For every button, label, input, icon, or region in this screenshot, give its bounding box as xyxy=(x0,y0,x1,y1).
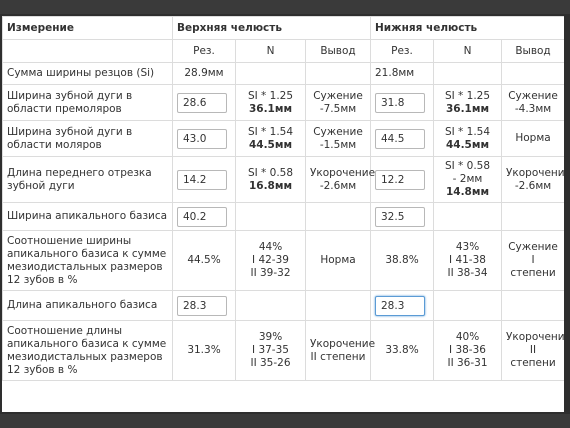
lower-conclusion: Сужение -4.3мм xyxy=(500,84,564,121)
upper-result: 28.9мм xyxy=(172,62,236,85)
lower-norm: SI * 1.54 44.5мм xyxy=(433,120,502,157)
upper-apical-length-input[interactable] xyxy=(177,295,227,316)
subheader-upper-n: N xyxy=(235,39,306,63)
lower-norm: 40% I 38-36 II 36-31 xyxy=(433,320,502,381)
upper-norm: 39% I 37-35 II 35-26 xyxy=(235,320,306,381)
table-row: Ширина зубной дуги в области премоляров … xyxy=(2,84,564,121)
lower-norm: 43% I 41-38 II 38-34 xyxy=(433,230,502,291)
lower-molar-input[interactable] xyxy=(375,128,425,149)
lower-conclusion: Норма xyxy=(500,120,564,157)
upper-conclusion: Укорочение II степени xyxy=(305,320,375,381)
upper-conclusion: Сужение -7.5мм xyxy=(305,84,371,121)
lower-apical-width-input[interactable] xyxy=(375,206,425,227)
row-label: Ширина зубной дуги в области моляров xyxy=(2,120,173,157)
lower-premolar-input[interactable] xyxy=(375,92,425,113)
window-frame: Измерение Верхняя челюсть Нижняя челюсть… xyxy=(0,14,570,414)
row-label: Ширина апикального базиса xyxy=(2,202,173,231)
table-row: Длина переднего отрезка зубной дуги SI *… xyxy=(2,156,564,203)
row-label: Сумма ширины резцов (Si) xyxy=(2,62,173,85)
measurement-table: Измерение Верхняя челюсть Нижняя челюсть… xyxy=(2,16,564,381)
subheader-lower-n: N xyxy=(433,39,502,63)
header-row: Измерение Верхняя челюсть Нижняя челюсть xyxy=(2,16,564,40)
upper-apical-width-input[interactable] xyxy=(177,206,227,227)
upper-norm: SI * 1.25 36.1мм xyxy=(235,84,306,121)
upper-result: 44.5% xyxy=(172,230,236,291)
upper-norm: 44% I 42-39 II 39-32 xyxy=(235,230,306,291)
table-row: Длина апикального базиса xyxy=(2,290,564,321)
lower-conclusion: Укорочение-2.6мм xyxy=(500,156,564,203)
upper-conclusion: Сужение -1.5мм xyxy=(305,120,371,157)
row-label: Длина переднего отрезка зубной дуги xyxy=(2,156,173,203)
table-row: Ширина зубной дуги в области моляров SI … xyxy=(2,120,564,157)
lower-apical-length-input[interactable] xyxy=(375,295,425,316)
lower-result: 33.8% xyxy=(370,320,434,381)
row-label: Длина апикального базиса xyxy=(2,290,173,321)
header-measurement: Измерение xyxy=(2,16,173,40)
lower-norm: SI * 1.25 36.1мм xyxy=(433,84,502,121)
lower-result: 21.8мм xyxy=(370,62,434,85)
subheader-lower-conclusion: Вывод xyxy=(500,39,564,63)
upper-conclusion: Укорочение -2.6мм xyxy=(305,156,375,203)
lower-result: 38.8% xyxy=(370,230,434,291)
upper-premolar-input[interactable] xyxy=(177,92,227,113)
upper-anterior-input[interactable] xyxy=(177,169,227,190)
upper-norm: SI * 1.54 44.5мм xyxy=(235,120,306,157)
row-label: Соотношение длины апикального базиса к с… xyxy=(2,320,173,381)
upper-result: 31.3% xyxy=(172,320,236,381)
subheader-lower-res: Рез. xyxy=(370,39,434,63)
row-label: Соотношение ширины апикального базиса к … xyxy=(2,230,173,291)
upper-conclusion: Норма xyxy=(305,230,371,291)
row-label: Ширина зубной дуги в области премоляров xyxy=(2,84,173,121)
upper-norm: SI * 0.58 16.8мм xyxy=(235,156,306,203)
header-lower-jaw: Нижняя челюсть xyxy=(369,16,564,40)
table-row: Соотношение ширины апикального базиса к … xyxy=(2,230,564,291)
lower-anterior-input[interactable] xyxy=(375,169,425,190)
subheader-row: Рез. N Вывод Рез. N Вывод xyxy=(2,39,564,63)
lower-norm: SI * 0.58- 2мм 14.8мм xyxy=(433,156,502,203)
table-row: Ширина апикального базиса xyxy=(2,202,564,231)
subheader-empty xyxy=(2,39,173,63)
measurement-sheet: Измерение Верхняя челюсть Нижняя челюсть… xyxy=(2,16,564,412)
table-row: Соотношение длины апикального базиса к с… xyxy=(2,320,564,381)
upper-molar-input[interactable] xyxy=(177,128,227,149)
table-row: Сумма ширины резцов (Si) 28.9мм 21.8мм xyxy=(2,62,564,85)
header-upper-jaw: Верхняя челюсть xyxy=(172,16,371,40)
subheader-upper-conclusion: Вывод xyxy=(305,39,371,63)
subheader-upper-res: Рез. xyxy=(172,39,236,63)
